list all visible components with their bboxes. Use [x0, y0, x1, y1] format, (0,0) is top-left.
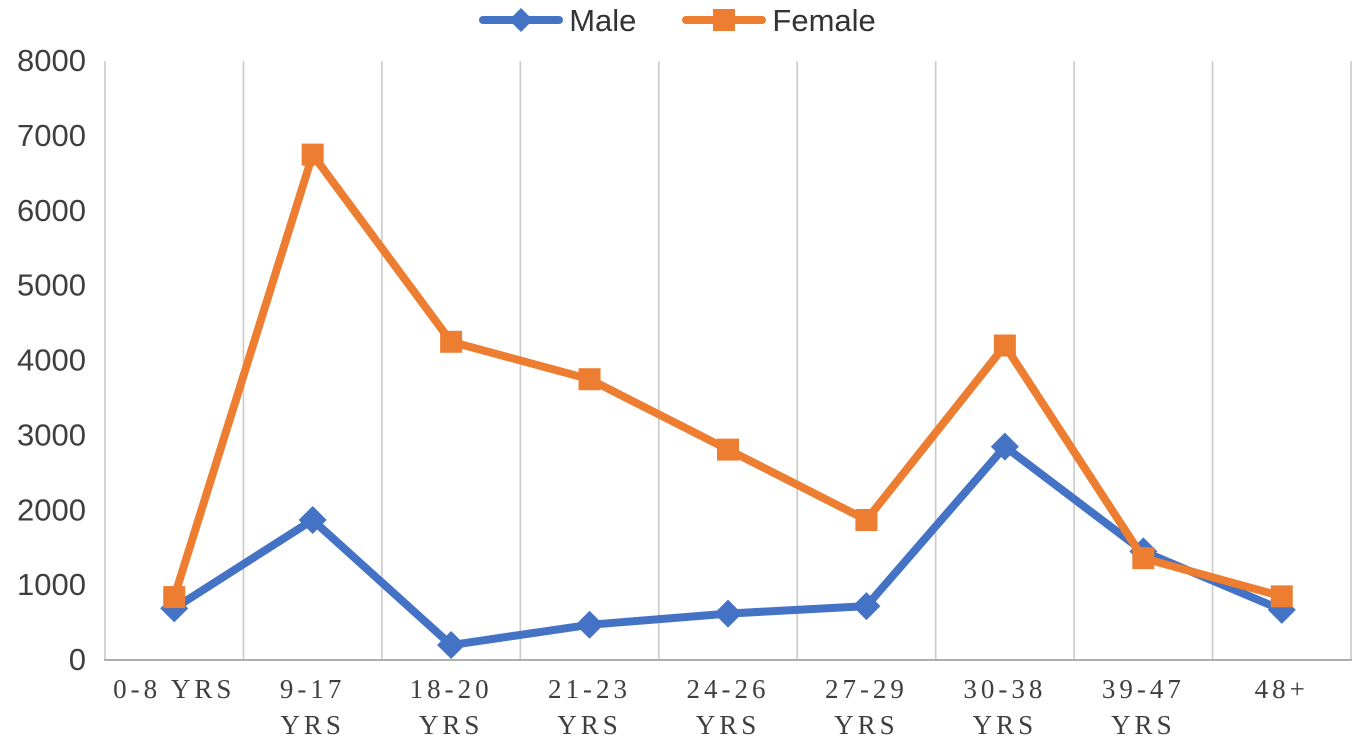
- male-data-point-marker: [575, 610, 604, 639]
- female-data-point-marker: [993, 334, 1016, 357]
- female-data-point-marker: [163, 586, 186, 609]
- x-axis-tick-label: 21-23 YRS: [548, 674, 631, 737]
- x-axis-tick-label: 27-29 YRS: [825, 674, 908, 737]
- male-data-point-marker: [714, 599, 742, 628]
- male-data-point-marker: [298, 505, 327, 534]
- female-data-point-marker: [717, 438, 739, 461]
- male-data-point-marker: [990, 432, 1019, 461]
- x-axis-tick-label: 30-38 YRS: [963, 674, 1046, 737]
- female-data-point-marker: [1132, 547, 1155, 570]
- x-axis-tick-label: 18-20 YRS: [410, 674, 493, 737]
- x-axis-tick-label: 48+: [1255, 674, 1309, 704]
- y-axis-tick-label: 5000: [17, 268, 86, 303]
- y-axis-tick-label: 0: [69, 642, 86, 677]
- female-data-point-marker: [855, 508, 878, 531]
- male-data-point-marker: [852, 592, 881, 621]
- x-axis-tick-label: 39-47 YRS: [1102, 674, 1185, 737]
- x-axis-tick-label: 24-26 YRS: [687, 674, 770, 737]
- female-data-point-marker: [440, 330, 463, 353]
- chart-legend: Male Female: [0, 0, 1355, 40]
- legend-label-male: Male: [569, 2, 637, 38]
- female-data-point-marker: [1270, 585, 1293, 608]
- y-axis-tick-label: 6000: [17, 193, 86, 228]
- y-axis-tick-label: 4000: [17, 343, 86, 378]
- y-axis-tick-label: 7000: [17, 118, 86, 153]
- female-data-point-marker: [578, 368, 601, 391]
- male-data-point-marker: [437, 631, 466, 660]
- y-axis-tick-label: 3000: [17, 417, 86, 452]
- legend-label-female: Female: [772, 2, 876, 38]
- male-series-glyph: [479, 8, 564, 32]
- female-data-point-marker: [301, 143, 324, 166]
- y-axis-tick-label: 2000: [17, 492, 86, 527]
- y-axis-tick-label: 8000: [17, 43, 86, 78]
- x-axis-tick-label: 0-8 YRS: [113, 674, 235, 704]
- x-axis-tick-label: 9-17 YRS: [280, 674, 346, 737]
- female-series-glyph: [682, 9, 767, 31]
- y-axis-tick-label: 1000: [17, 567, 86, 602]
- legend-item-female[interactable]: Female: [682, 2, 876, 38]
- plot-area: 0 1000 2000 3000 4000 5000 6000 7000 8000 0-8 YRS…: [17, 43, 1352, 737]
- legend-item-male[interactable]: Male: [479, 5, 636, 36]
